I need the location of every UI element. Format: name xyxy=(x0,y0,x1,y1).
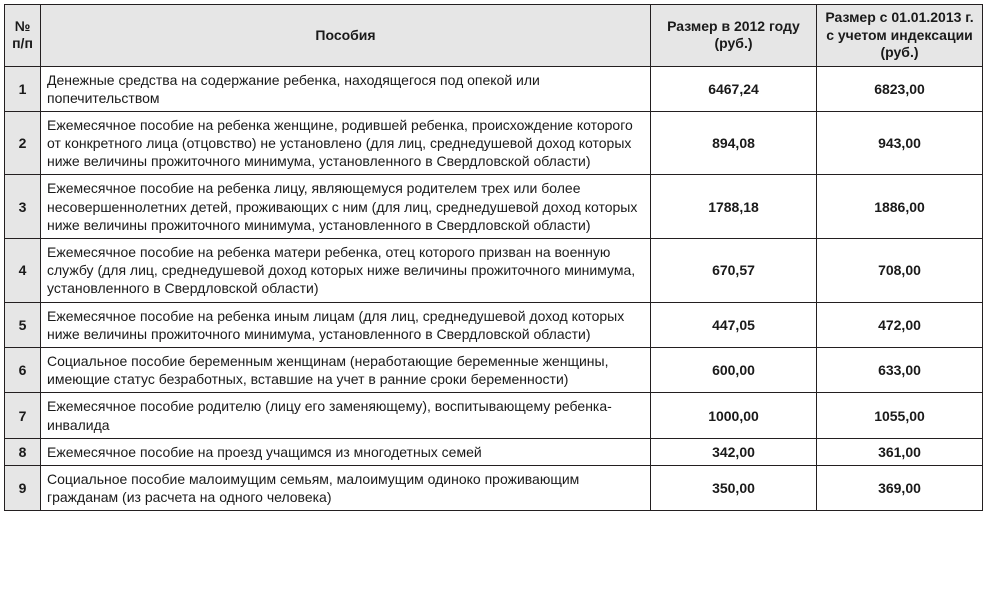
row-value-2012: 1000,00 xyxy=(651,393,817,438)
row-number: 3 xyxy=(5,175,41,239)
row-value-2012: 342,00 xyxy=(651,438,817,465)
row-description: Ежемесячное пособие на ребенка матери ре… xyxy=(41,239,651,303)
row-value-2012: 6467,24 xyxy=(651,66,817,111)
table-row: 4Ежемесячное пособие на ребенка матери р… xyxy=(5,239,983,303)
row-description: Ежемесячное пособие на ребенка иным лица… xyxy=(41,302,651,347)
table-row: 2Ежемесячное пособие на ребенка женщине,… xyxy=(5,111,983,175)
benefits-table: № п/п Пособия Размер в 2012 году (руб.) … xyxy=(4,4,983,511)
col-header-2013: Размер с 01.01.2013 г. с учетом индексац… xyxy=(817,5,983,67)
row-description: Ежемесячное пособие на ребенка лицу, явл… xyxy=(41,175,651,239)
row-description: Социальное пособие беременным женщинам (… xyxy=(41,347,651,392)
row-value-2013: 633,00 xyxy=(817,347,983,392)
table-row: 1Денежные средства на содержание ребенка… xyxy=(5,66,983,111)
row-value-2012: 670,57 xyxy=(651,239,817,303)
col-header-description: Пособия xyxy=(41,5,651,67)
table-row: 5Ежемесячное пособие на ребенка иным лиц… xyxy=(5,302,983,347)
row-number: 7 xyxy=(5,393,41,438)
col-header-2012: Размер в 2012 году (руб.) xyxy=(651,5,817,67)
row-description: Социальное пособие малоимущим семьям, ма… xyxy=(41,465,651,510)
table-row: 3Ежемесячное пособие на ребенка лицу, яв… xyxy=(5,175,983,239)
table-row: 6Социальное пособие беременным женщинам … xyxy=(5,347,983,392)
row-number: 9 xyxy=(5,465,41,510)
row-value-2012: 350,00 xyxy=(651,465,817,510)
table-row: 7Ежемесячное пособие родителю (лицу его … xyxy=(5,393,983,438)
row-value-2013: 6823,00 xyxy=(817,66,983,111)
row-description: Ежемесячное пособие на ребенка женщине, … xyxy=(41,111,651,175)
row-number: 1 xyxy=(5,66,41,111)
row-value-2013: 369,00 xyxy=(817,465,983,510)
row-value-2013: 1886,00 xyxy=(817,175,983,239)
row-number: 8 xyxy=(5,438,41,465)
row-description: Ежемесячное пособие родителю (лицу его з… xyxy=(41,393,651,438)
row-description: Денежные средства на содержание ребенка,… xyxy=(41,66,651,111)
row-value-2013: 472,00 xyxy=(817,302,983,347)
row-value-2012: 447,05 xyxy=(651,302,817,347)
row-number: 6 xyxy=(5,347,41,392)
row-value-2012: 600,00 xyxy=(651,347,817,392)
table-row: 8Ежемесячное пособие на проезд учащимся … xyxy=(5,438,983,465)
row-value-2013: 1055,00 xyxy=(817,393,983,438)
row-value-2013: 708,00 xyxy=(817,239,983,303)
row-value-2012: 1788,18 xyxy=(651,175,817,239)
table-row: 9Социальное пособие малоимущим семьям, м… xyxy=(5,465,983,510)
row-value-2012: 894,08 xyxy=(651,111,817,175)
row-number: 4 xyxy=(5,239,41,303)
row-value-2013: 943,00 xyxy=(817,111,983,175)
benefits-table-body: 1Денежные средства на содержание ребенка… xyxy=(5,66,983,511)
row-number: 5 xyxy=(5,302,41,347)
col-header-number: № п/п xyxy=(5,5,41,67)
table-header-row: № п/п Пособия Размер в 2012 году (руб.) … xyxy=(5,5,983,67)
row-description: Ежемесячное пособие на проезд учащимся и… xyxy=(41,438,651,465)
row-number: 2 xyxy=(5,111,41,175)
row-value-2013: 361,00 xyxy=(817,438,983,465)
